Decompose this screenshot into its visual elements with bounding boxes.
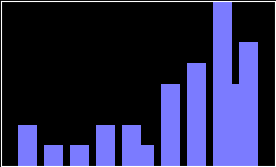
Bar [187,63,206,166]
Bar [44,145,63,166]
Bar [239,42,258,166]
Bar [226,84,245,166]
Bar [213,1,232,166]
Bar [161,84,180,166]
Bar [96,125,115,166]
Bar [70,145,89,166]
Bar [135,145,154,166]
Bar [122,125,141,166]
Bar [18,125,37,166]
